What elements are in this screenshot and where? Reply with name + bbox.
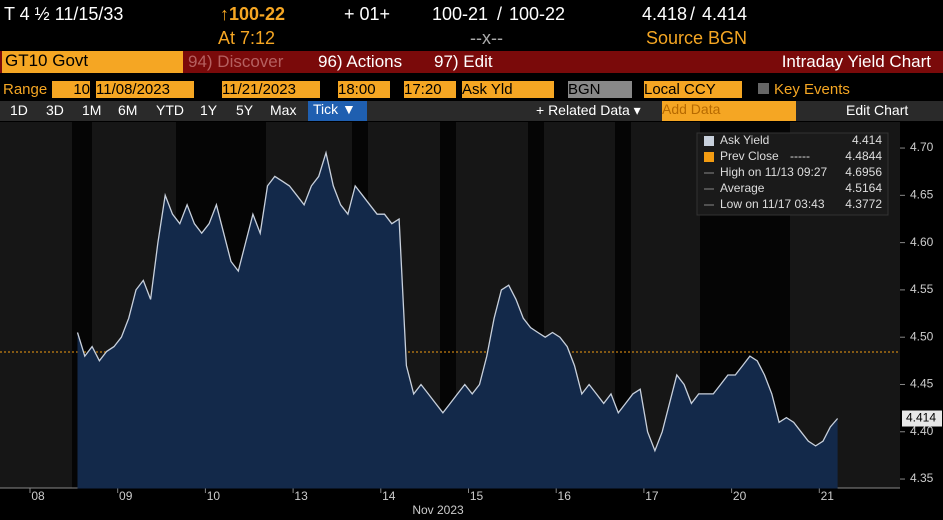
legend-label: Average bbox=[720, 181, 765, 195]
period-tab[interactable]: 3D bbox=[46, 102, 64, 118]
x-tick-label: 09 bbox=[119, 489, 133, 503]
x-tick-label: 20 bbox=[733, 489, 747, 503]
legend-label: High on 11/13 09:27 bbox=[720, 165, 828, 179]
period-tab[interactable]: 1D bbox=[10, 102, 28, 118]
menu-item[interactable]: 94) Discover bbox=[188, 52, 284, 71]
legend-label: Ask Yield bbox=[720, 133, 769, 147]
period-tab[interactable]: 5Y bbox=[236, 102, 254, 118]
x-tick-label: 16 bbox=[558, 489, 572, 503]
legend-swatch bbox=[704, 152, 714, 162]
legend-label: Prev Close bbox=[720, 149, 779, 163]
price: ↑100-22 bbox=[220, 4, 286, 24]
spread: --x-- bbox=[470, 28, 503, 48]
ask: 100-22 bbox=[509, 4, 566, 24]
security[interactable]: GT10 Govt bbox=[2, 51, 183, 73]
legend-value: 4.414 bbox=[852, 133, 882, 147]
controls: Range 10 11/08/2023 11/21/2023 18:00 17:… bbox=[0, 81, 943, 100]
source: Source BGN bbox=[646, 28, 748, 48]
x-tick-label: 21 bbox=[821, 489, 835, 503]
last-value-label: 4.414 bbox=[906, 411, 936, 425]
screen-title: Intraday Yield Chart bbox=[781, 52, 931, 71]
period-tab[interactable]: Max bbox=[270, 102, 297, 118]
y-tick-label: 4.35 bbox=[910, 471, 934, 485]
y-tick-label: 4.50 bbox=[910, 329, 934, 343]
period-tab[interactable]: 6M bbox=[118, 102, 138, 118]
period-tab[interactable]: YTD bbox=[156, 102, 184, 118]
x-tick-label: 13 bbox=[294, 489, 308, 503]
add-data[interactable]: Add Data bbox=[662, 101, 796, 121]
legend-value: 4.4844 bbox=[845, 149, 882, 163]
ask-yield: 4.414 bbox=[702, 4, 748, 24]
y-tick-label: 4.45 bbox=[910, 377, 934, 391]
legend-label: Low on 11/17 03:43 bbox=[720, 197, 825, 211]
legend: Ask Yield 4.414 Prev Close ----- 4.4844 High … bbox=[696, 132, 889, 216]
y-tick-label: 4.65 bbox=[910, 188, 934, 202]
menu-item[interactable]: 97) Edit bbox=[434, 52, 493, 71]
legend-value: 4.5164 bbox=[845, 181, 882, 195]
chart: Nov 2023 4.35 4.40 4.45 4.50 4.55 4.60 4.65 4.7… bbox=[0, 122, 942, 517]
source-field[interactable]: BGN bbox=[568, 81, 632, 98]
legend-bg bbox=[696, 132, 889, 216]
period-tab[interactable]: 1M bbox=[82, 102, 102, 118]
menu-item[interactable]: 96) Actions bbox=[318, 52, 403, 71]
x-tick-label: 17 bbox=[645, 489, 659, 503]
menu-bar: GT10 Govt 94) Discover 96) Actions 97) E… bbox=[0, 51, 943, 73]
x-tick-label: 14 bbox=[382, 489, 396, 503]
legend-swatch bbox=[704, 136, 714, 146]
field[interactable]: Ask Yld bbox=[462, 81, 554, 98]
y-tick-label: 4.55 bbox=[910, 282, 934, 296]
key-events[interactable]: Key Events bbox=[774, 81, 850, 98]
currency[interactable]: Local CCY bbox=[644, 81, 742, 98]
y-tick-label: 4.60 bbox=[910, 235, 934, 249]
x-tick-label: 10 bbox=[207, 489, 221, 503]
legend-dash: ----- bbox=[790, 149, 810, 163]
bid-yield: 4.418 bbox=[642, 4, 688, 24]
quote-header: T 4 ½ 11/15/33 ↑100-22 + 01+ 100-21 / 10… bbox=[4, 4, 748, 48]
x-tick-label: 08 bbox=[31, 489, 45, 503]
change: + 01+ bbox=[344, 4, 391, 24]
x-axis-label: Nov 2023 bbox=[412, 503, 464, 517]
checkbox[interactable] bbox=[758, 83, 769, 94]
interval[interactable]: 10 bbox=[52, 81, 90, 98]
area bbox=[77, 152, 838, 489]
start-date[interactable]: 11/08/2023 bbox=[96, 81, 194, 98]
y-tick-label: 4.70 bbox=[910, 140, 934, 154]
start-time[interactable]: 18:00 bbox=[338, 81, 390, 98]
period-tab[interactable]: 1Y bbox=[200, 102, 218, 118]
related-data[interactable]: + Related Data ▾ bbox=[536, 102, 641, 118]
range-label: Range bbox=[3, 81, 48, 98]
bid: 100-21 bbox=[432, 4, 489, 24]
last-value-box bbox=[902, 410, 942, 427]
end-date[interactable]: 11/21/2023 bbox=[222, 81, 320, 98]
time: At 7:12 bbox=[218, 28, 276, 48]
edit-chart[interactable]: Edit Chart bbox=[846, 102, 909, 118]
y-tick-label: 4.40 bbox=[910, 424, 934, 438]
end-time[interactable]: 17:20 bbox=[404, 81, 456, 98]
tick-tab[interactable]: Tick ▼ bbox=[308, 101, 367, 121]
line bbox=[76, 150, 839, 453]
legend-value: 4.3772 bbox=[845, 197, 882, 211]
tab-bar: Tick ▼ + Related Data ▾ Add Data Edit Ch… bbox=[0, 101, 943, 121]
x-tick-label: 15 bbox=[470, 489, 484, 503]
ticker: T 4 ½ 11/15/33 bbox=[4, 4, 124, 24]
legend-value: 4.6956 bbox=[845, 165, 882, 179]
